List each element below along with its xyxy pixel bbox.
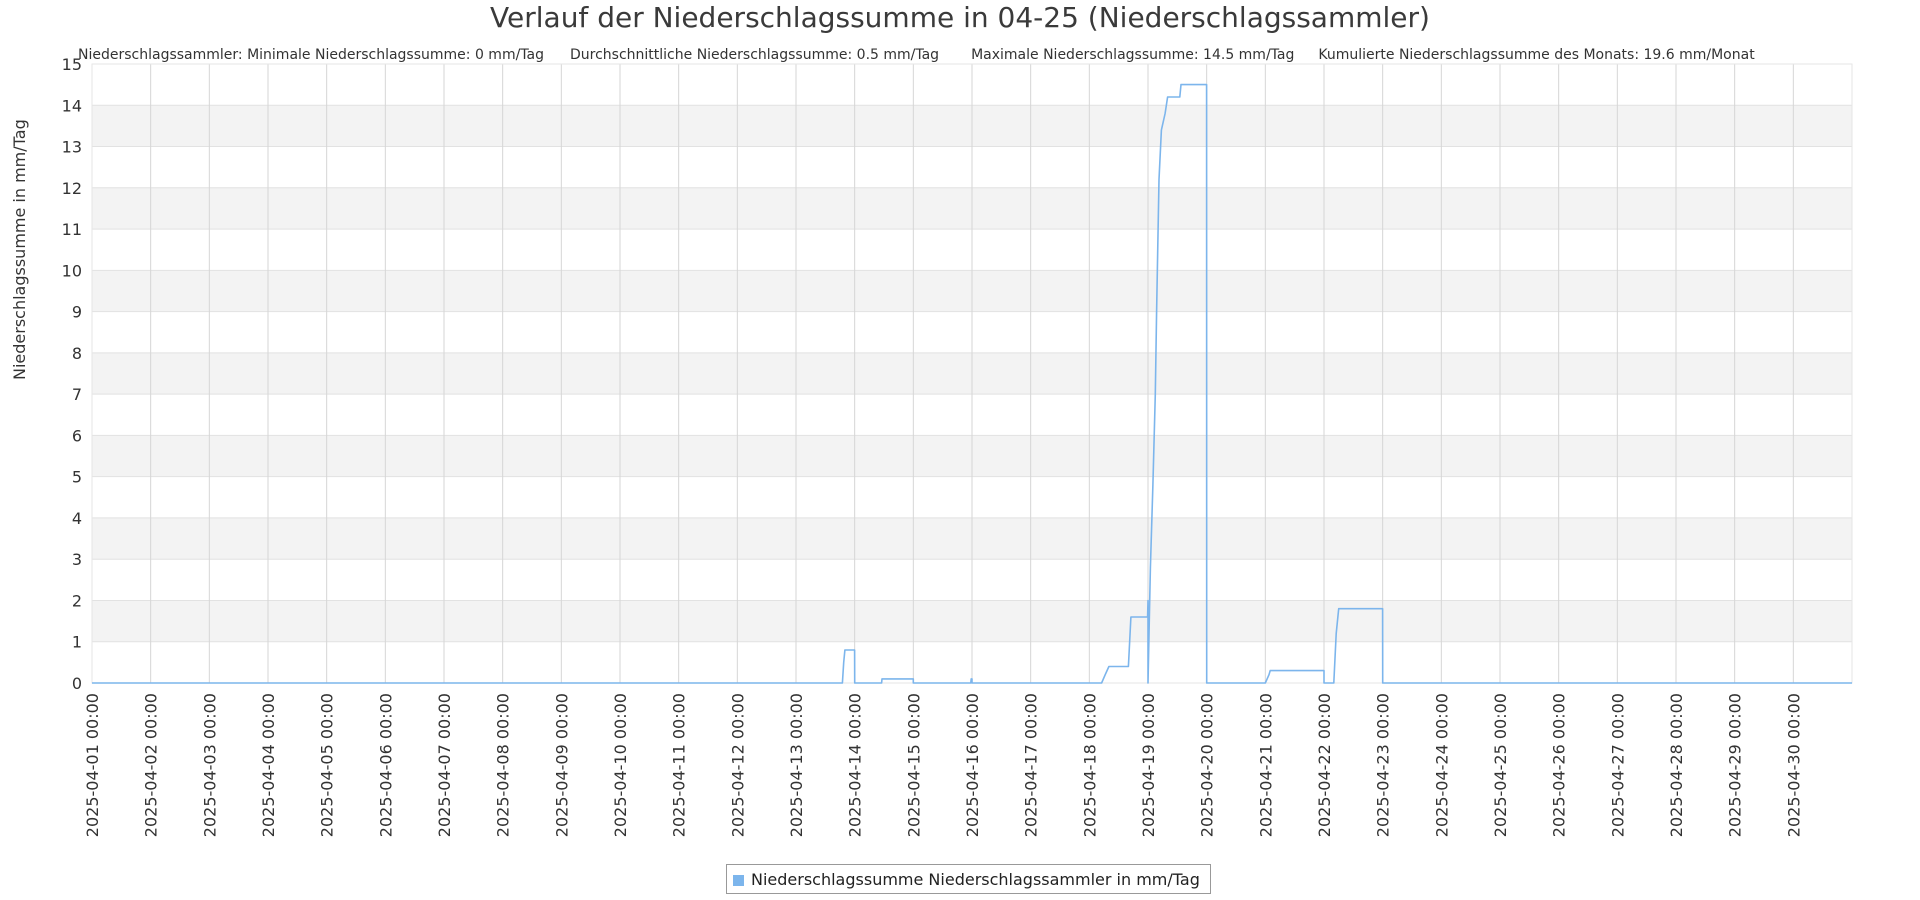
x-tick-label: 2025-04-29 00:00 [1726,693,1745,837]
stat-min: Niederschlagssammler: Minimale Niedersch… [78,47,544,63]
x-tick-label: 2025-04-14 00:00 [846,693,865,837]
x-tick-label: 2025-04-19 00:00 [1139,693,1158,837]
x-tick-label: 2025-04-13 00:00 [787,693,806,837]
x-tick-label: 2025-04-26 00:00 [1550,693,1569,837]
legend[interactable]: Niederschlagssumme Niederschlagssammler … [726,864,1211,894]
x-tick-label: 2025-04-28 00:00 [1667,693,1686,837]
x-tick-label: 2025-04-08 00:00 [494,693,513,837]
stat-max: Maximale Niederschlagssumme: 14.5 mm/Tag [971,47,1295,63]
y-tick-label: 2 [72,591,82,610]
chart-title: Verlauf der Niederschlagssumme in 04-25 … [490,1,1430,34]
x-tick-label: 2025-04-25 00:00 [1491,693,1510,837]
y-tick-label: 6 [72,426,82,445]
y-tick-label: 0 [72,674,82,693]
x-tick-label: 2025-04-03 00:00 [200,693,219,837]
y-tick-label: 9 [72,303,82,322]
x-tick-label: 2025-04-17 00:00 [1022,693,1041,837]
x-tick-label: 2025-04-16 00:00 [963,693,982,837]
x-tick-label: 2025-04-07 00:00 [435,693,454,837]
series-line [92,83,1852,684]
y-tick-label: 7 [72,385,82,404]
y-tick-label: 12 [62,179,82,198]
y-tick-label: 3 [72,550,82,569]
x-tick-label: 2025-04-01 00:00 [83,693,102,837]
y-tick-label: 15 [62,55,82,74]
x-tick-label: 2025-04-02 00:00 [142,693,161,837]
x-tick-label: 2025-04-22 00:00 [1315,693,1334,837]
legend-label: Niederschlagssumme Niederschlagssammler … [751,869,1200,889]
x-tick-label: 2025-04-09 00:00 [552,693,571,837]
x-tick-label: 2025-04-11 00:00 [670,693,689,837]
x-tick-label: 2025-04-18 00:00 [1080,693,1099,837]
stats-line: Niederschlagssammler: Minimale Niedersch… [78,47,1755,63]
y-tick-label: 13 [62,138,82,157]
x-tick-label: 2025-04-23 00:00 [1374,693,1393,837]
y-tick-label: 14 [62,96,82,115]
x-tick-label: 2025-04-24 00:00 [1432,693,1451,837]
x-tick-label: 2025-04-20 00:00 [1198,693,1217,837]
x-tick-label: 2025-04-21 00:00 [1256,693,1275,837]
y-tick-label: 1 [72,633,82,652]
y-tick-label: 5 [72,468,82,487]
y-tick-label: 8 [72,344,82,363]
stat-cumulative: Kumulierte Niederschlagssumme des Monats… [1318,47,1755,63]
legend-swatch [733,875,744,886]
x-tick-label: 2025-04-27 00:00 [1608,693,1627,837]
x-tick-label: 2025-04-10 00:00 [611,693,630,837]
y-tick-label: 4 [72,509,82,528]
x-tick-label: 2025-04-12 00:00 [728,693,747,837]
y-tick-label: 10 [62,261,82,280]
x-tick-label: 2025-04-04 00:00 [259,693,278,837]
x-tick-label: 2025-04-05 00:00 [318,693,337,837]
y-tick-label: 11 [62,220,82,239]
stat-avg: Durchschnittliche Niederschlagssumme: 0.… [570,47,940,63]
x-tick-label: 2025-04-30 00:00 [1784,693,1803,837]
x-tick-label: 2025-04-06 00:00 [376,693,395,837]
x-tick-label: 2025-04-15 00:00 [904,693,923,837]
